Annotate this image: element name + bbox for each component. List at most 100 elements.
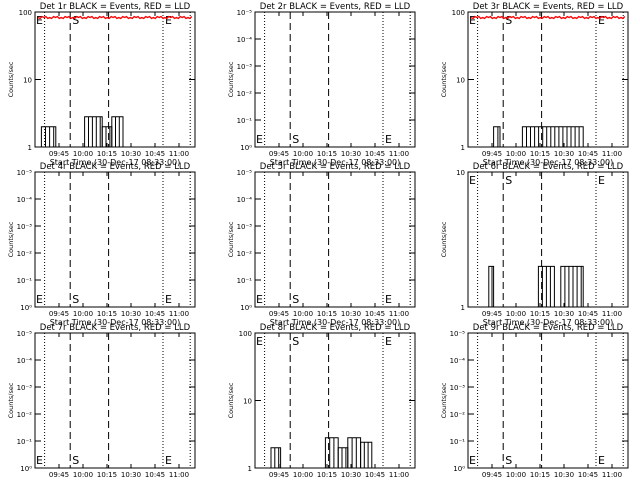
edge-marker-label: E — [469, 14, 476, 27]
plot-frame — [467, 171, 629, 308]
y-tick-label: 10⁻¹ — [17, 438, 33, 446]
panel-title: Det 8r BLACK = Events, RED = LLD — [260, 323, 411, 333]
x-tick-label: 11:00 — [389, 150, 409, 158]
x-tick-label: 09:45 — [482, 471, 502, 479]
y-axis-label: Counts/sec — [7, 382, 15, 418]
y-tick-label: 10⁻⁴ — [237, 36, 253, 44]
y-axis-label: Counts/sec — [227, 382, 235, 418]
y-tick-label: 10⁰ — [20, 304, 32, 312]
x-tick-label: 09:45 — [269, 471, 289, 479]
panel-title: Det 1r BLACK = Events, RED = LLD — [40, 2, 191, 12]
y-tick-label: 10⁻³ — [450, 384, 466, 392]
y-axis-label: Counts/sec — [440, 382, 448, 418]
end-marker-label: E — [165, 454, 172, 467]
events-series-segment — [101, 126, 113, 147]
x-tick-label: 11:00 — [602, 471, 622, 479]
end-marker-label: E — [385, 293, 392, 306]
y-tick-label: 10⁻² — [450, 411, 466, 419]
panel-title: Det 4r BLACK = Events, RED = LLD — [40, 162, 191, 172]
y-tick-label: 100 — [239, 330, 252, 338]
y-axis-label: Counts/sec — [227, 61, 235, 97]
lld-series-line — [470, 15, 626, 20]
y-axis-label: Counts/sec — [7, 221, 15, 257]
x-tick-label: 10:30 — [554, 150, 574, 158]
events-series-segment — [40, 126, 57, 147]
x-tick-label: 10:00 — [293, 471, 313, 479]
x-tick-label: 10:00 — [293, 310, 313, 318]
y-tick-label: 10⁻⁴ — [17, 357, 33, 365]
plot-frame — [34, 332, 196, 469]
detector-panel-1: Det 1r BLACK = Events, RED = LLD Counts/s… — [7, 2, 196, 167]
start-marker-label: S — [72, 14, 79, 27]
x-tick-label: 10:00 — [73, 310, 93, 318]
x-tick-label: 09:45 — [482, 150, 502, 158]
end-marker-label: E — [598, 14, 605, 27]
y-tick-label: 10⁻⁵ — [17, 330, 33, 338]
x-tick-label: 10:30 — [121, 471, 141, 479]
edge-marker-label: E — [256, 335, 263, 348]
y-tick-label: 100 — [19, 9, 32, 17]
y-tick-label: 10⁻⁴ — [450, 357, 466, 365]
y-tick-label: 1 — [248, 465, 252, 473]
x-tick-label: 10:45 — [578, 310, 598, 318]
edge-marker-label: E — [36, 293, 43, 306]
events-series-segment — [560, 265, 584, 307]
y-axis-label: Counts/sec — [227, 221, 235, 257]
x-tick-label: 10:15 — [97, 310, 117, 318]
y-tick-label: 10 — [243, 398, 252, 406]
edge-marker-label: E — [36, 454, 43, 467]
y-tick-label: 10⁻⁵ — [237, 169, 253, 177]
x-tick-label: 11:00 — [169, 150, 189, 158]
x-tick-label: 10:15 — [530, 471, 550, 479]
start-marker-label: S — [292, 293, 299, 306]
lld-series-line — [37, 15, 193, 20]
events-series-segment — [324, 437, 339, 468]
y-tick-label: 10⁻¹ — [237, 277, 253, 285]
x-tick-label: 10:00 — [293, 150, 313, 158]
x-tick-label: 10:00 — [73, 471, 93, 479]
y-tick-label: 10⁻¹ — [17, 277, 33, 285]
x-tick-label: 10:30 — [121, 150, 141, 158]
start-marker-label: S — [505, 454, 512, 467]
x-tick-label: 10:45 — [145, 310, 165, 318]
y-tick-label: 1 — [461, 144, 465, 152]
y-axis-label: Counts/sec — [440, 221, 448, 257]
y-tick-label: 1 — [28, 144, 32, 152]
x-tick-label: 11:00 — [389, 310, 409, 318]
x-tick-label: 10:15 — [97, 150, 117, 158]
x-tick-label: 10:15 — [317, 310, 337, 318]
start-marker-label: S — [505, 174, 512, 187]
panel-title: Det 3r BLACK = Events, RED = LLD — [473, 2, 624, 12]
detector-panel-7: Det 7r BLACK = Events, RED = LLD Counts/s… — [7, 323, 196, 480]
y-tick-label: 10 — [23, 77, 32, 85]
y-tick-label: 10⁻⁴ — [17, 196, 33, 204]
x-axis-label: Start Time (30-Dec-17 08:33:00) — [50, 318, 181, 327]
detector-panel-6: Det 6r BLACK = Events, RED = LLD Counts/s… — [440, 162, 629, 327]
plot-frame — [254, 11, 416, 148]
y-tick-label: 10⁻⁵ — [17, 169, 33, 177]
end-marker-label: E — [385, 335, 392, 348]
y-tick-label: 10⁰ — [453, 465, 465, 473]
x-axis-label: Start Time (30-Dec-17 08:33:00) — [483, 318, 614, 327]
edge-marker-label: E — [256, 133, 263, 146]
x-tick-label: 09:45 — [269, 150, 289, 158]
events-series-segment — [111, 116, 124, 147]
panel-title: Det 5r BLACK = Events, RED = LLD — [260, 162, 411, 172]
end-marker-label: E — [165, 293, 172, 306]
end-marker-label: E — [598, 174, 605, 187]
start-marker-label: S — [292, 133, 299, 146]
x-tick-label: 09:45 — [482, 310, 502, 318]
x-tick-label: 11:00 — [389, 471, 409, 479]
detector-panel-3: Det 3r BLACK = Events, RED = LLD Counts/s… — [440, 2, 629, 167]
y-tick-label: 10⁻⁴ — [237, 196, 253, 204]
y-tick-label: 10⁰ — [240, 144, 252, 152]
events-series-segment — [488, 265, 495, 307]
panel-title: Det 2r BLACK = Events, RED = LLD — [260, 2, 411, 12]
detector-panel-2: Det 2r BLACK = Events, RED = LLD Counts/s… — [227, 2, 416, 167]
x-tick-label: 11:00 — [169, 310, 189, 318]
x-tick-label: 10:30 — [554, 471, 574, 479]
edge-marker-label: E — [469, 454, 476, 467]
x-tick-label: 10:30 — [554, 310, 574, 318]
x-tick-label: 10:15 — [317, 471, 337, 479]
edge-marker-label: E — [469, 174, 476, 187]
